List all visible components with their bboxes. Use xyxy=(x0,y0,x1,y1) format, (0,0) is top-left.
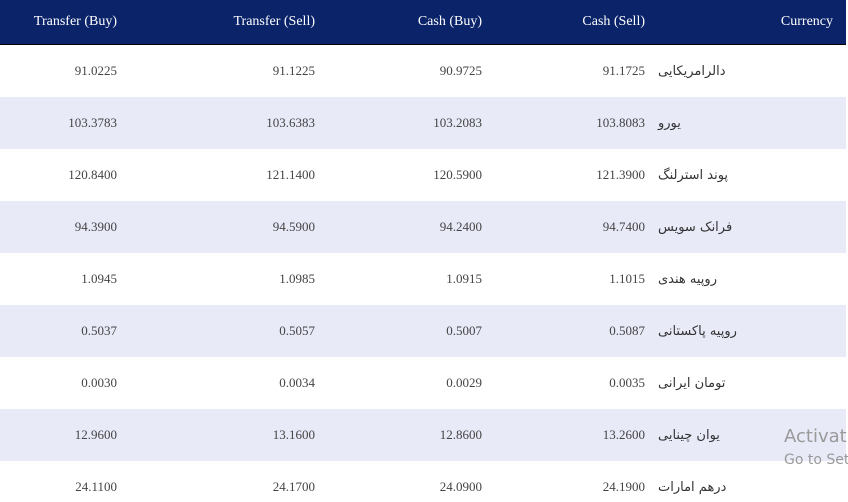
rate-cell: 91.1225 xyxy=(272,63,315,78)
rate-cell: 121.3900 xyxy=(596,167,645,182)
rate-cell: 94.3900 xyxy=(0,201,130,253)
rate-cell: 12.9600 xyxy=(0,409,130,461)
currency-name: پوند استرلنگ xyxy=(658,167,729,183)
column-header: Transfer (Buy) xyxy=(0,0,130,45)
rate-cell: 12.8600 xyxy=(328,409,495,461)
rate-cell: 103.8083 xyxy=(495,97,658,149)
rate-cell: 0.0035 xyxy=(609,375,645,390)
rate-cell: 0.5037 xyxy=(0,305,130,357)
rate-cell: 24.1900 xyxy=(602,479,645,494)
currency-name: یورو xyxy=(658,97,846,149)
column-header: Cash (Buy) xyxy=(328,0,495,45)
rate-cell: 90.9725 xyxy=(439,63,482,78)
rate-cell: 120.5900 xyxy=(433,167,482,182)
rate-cell: 13.2600 xyxy=(495,409,658,461)
rate-cell: 0.0030 xyxy=(81,375,117,390)
column-header: Transfer (Sell) xyxy=(130,0,328,45)
rate-cell: 0.0034 xyxy=(279,375,315,390)
table-row: 1.0945 1.0985 1.0915 1.1015 روپیه هندی xyxy=(0,253,846,305)
rate-cell: 91.0225 xyxy=(74,63,117,78)
currency-name: دالرامریکایی xyxy=(658,63,726,79)
currency-name: یوان چینایی xyxy=(658,409,846,461)
rate-cell: 91.1725 xyxy=(602,63,645,78)
table-row: 91.0225 91.1225 90.9725 91.1725 دالرامریکایی xyxy=(0,45,846,98)
rate-cell: 1.1015 xyxy=(609,271,645,286)
rate-cell: 0.5007 xyxy=(328,305,495,357)
table-row: 24.1100 24.1700 24.0900 24.1900 درهم امارات xyxy=(0,461,846,502)
table-row: 0.5037 0.5057 0.5007 0.5087 روپیه پاکستانی xyxy=(0,305,846,357)
currency-name: تومان ایرانی xyxy=(658,375,726,391)
watermark: Activat xyxy=(784,426,847,447)
rate-cell: 94.2400 xyxy=(328,201,495,253)
rate-cell: 103.3783 xyxy=(0,97,130,149)
table-body: 91.0225 91.1225 90.9725 91.1725 دالرامریکایی… xyxy=(0,45,846,502)
table-row: 103.3783 103.6383 103.2083 103.8083 یورو xyxy=(0,97,846,149)
rate-cell: 1.0915 xyxy=(446,271,482,286)
rate-cell: 0.5057 xyxy=(130,305,328,357)
rate-cell: 24.0900 xyxy=(439,479,482,494)
currency-name: روپیه هندی xyxy=(658,271,717,287)
table-row: 94.3900 94.5900 94.2400 94.7400 فرانک سویس xyxy=(0,201,846,253)
rate-cell: 94.7400 xyxy=(495,201,658,253)
rate-cell: 1.0945 xyxy=(81,271,117,286)
rate-cell: 103.6383 xyxy=(130,97,328,149)
currency-name: روپیه پاکستانی xyxy=(658,305,846,357)
table-row: 120.8400 121.1400 120.5900 121.3900 پوند است… xyxy=(0,149,846,201)
currency-name: فرانک سویس xyxy=(658,201,846,253)
table-row: 0.0030 0.0034 0.0029 0.0035 تومان ایرانی xyxy=(0,357,846,409)
rate-cell: 24.1100 xyxy=(75,479,117,494)
column-header: Currency xyxy=(658,0,846,45)
rate-cell: 121.1400 xyxy=(266,167,315,182)
rate-cell: 0.0029 xyxy=(446,375,482,390)
rate-cell: 1.0985 xyxy=(279,271,315,286)
watermark: Go to Set xyxy=(784,452,848,468)
header-row: Transfer (Buy) Transfer (Sell) Cash (Buy) C… xyxy=(0,0,846,45)
rate-cell: 24.1700 xyxy=(272,479,315,494)
rate-cell: 0.5087 xyxy=(495,305,658,357)
currency-name: درهم امارات xyxy=(658,479,727,495)
table-row: 12.9600 13.1600 12.8600 13.2600 یوان چینایی xyxy=(0,409,846,461)
rate-cell: 120.8400 xyxy=(68,167,117,182)
rate-cell: 13.1600 xyxy=(130,409,328,461)
rate-cell: 94.5900 xyxy=(130,201,328,253)
column-header: Cash (Sell) xyxy=(495,0,658,45)
rate-cell: 103.2083 xyxy=(328,97,495,149)
